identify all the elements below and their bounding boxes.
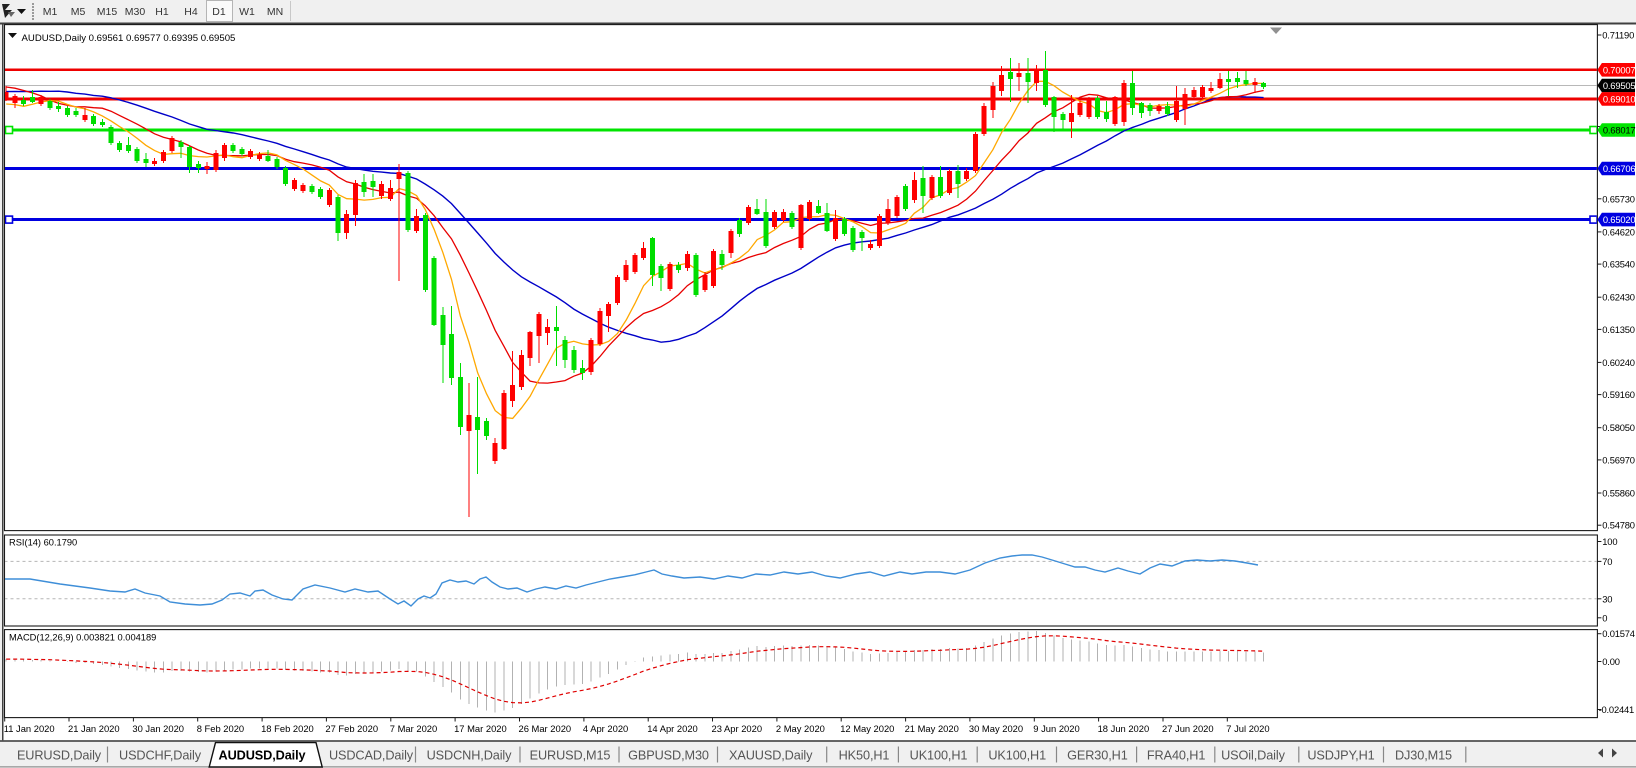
- svg-text:30 Jan 2020: 30 Jan 2020: [132, 723, 184, 734]
- svg-text:0.59160: 0.59160: [1602, 389, 1635, 400]
- svg-text:0.00: 0.00: [1602, 656, 1619, 667]
- svg-text:0.60240: 0.60240: [1602, 357, 1635, 368]
- svg-text:GER30,H1: GER30,H1: [1067, 749, 1128, 763]
- svg-text:AUDUSD,Daily 0.69561 0.69577: AUDUSD,Daily 0.69561 0.69577 0.69395 0.6…: [22, 33, 236, 44]
- svg-text:GBPUSD,M30: GBPUSD,M30: [628, 749, 709, 763]
- svg-text:21 May 2020: 21 May 2020: [905, 723, 959, 734]
- svg-text:7 Mar 2020: 7 Mar 2020: [390, 723, 437, 734]
- svg-text:W1: W1: [239, 6, 255, 18]
- svg-text:9 Jun 2020: 9 Jun 2020: [1033, 723, 1079, 734]
- svg-text:USDCNH,Daily: USDCNH,Daily: [427, 749, 513, 763]
- svg-text:4 Apr 2020: 4 Apr 2020: [583, 723, 628, 734]
- svg-text:MN: MN: [267, 6, 283, 18]
- svg-text:0.54780: 0.54780: [1602, 520, 1635, 531]
- svg-text:23 Apr 2020: 23 Apr 2020: [712, 723, 763, 734]
- svg-text:FRA40,H1: FRA40,H1: [1147, 749, 1205, 763]
- svg-text:27 Jun 2020: 27 Jun 2020: [1162, 723, 1214, 734]
- svg-text:2 May 2020: 2 May 2020: [776, 723, 825, 734]
- svg-text:17 Mar 2020: 17 Mar 2020: [454, 723, 507, 734]
- svg-text:0.01574: 0.01574: [1602, 628, 1635, 639]
- svg-text:H4: H4: [184, 6, 198, 18]
- svg-text:7 Jul 2020: 7 Jul 2020: [1226, 723, 1269, 734]
- svg-text:0.64620: 0.64620: [1602, 226, 1635, 237]
- svg-text:EURUSD,Daily: EURUSD,Daily: [17, 749, 102, 763]
- svg-text:XAUUSD,Daily: XAUUSD,Daily: [729, 749, 813, 763]
- svg-text:USDCHF,Daily: USDCHF,Daily: [119, 749, 202, 763]
- svg-text:UK100,H1: UK100,H1: [910, 749, 968, 763]
- svg-text:USDJPY,H1: USDJPY,H1: [1307, 749, 1374, 763]
- svg-text:0.65730: 0.65730: [1602, 193, 1635, 204]
- svg-text:0.56970: 0.56970: [1602, 454, 1635, 465]
- svg-text:MACD(12,26,9) 0.003821 0.00418: MACD(12,26,9) 0.003821 0.004189: [9, 633, 156, 643]
- svg-text:DJ30,M15: DJ30,M15: [1395, 749, 1452, 763]
- svg-text:M30: M30: [125, 6, 146, 18]
- svg-text:USOil,Daily: USOil,Daily: [1221, 749, 1286, 763]
- svg-text:11 Jan 2020: 11 Jan 2020: [4, 723, 55, 734]
- svg-text:0: 0: [1602, 612, 1607, 623]
- svg-text:RSI(14) 60.1790: RSI(14) 60.1790: [9, 538, 77, 548]
- svg-text:26 Mar 2020: 26 Mar 2020: [519, 723, 572, 734]
- svg-text:0.65020: 0.65020: [1603, 214, 1636, 225]
- svg-text:USDCAD,Daily: USDCAD,Daily: [329, 749, 414, 763]
- svg-text:0.55860: 0.55860: [1602, 488, 1635, 499]
- svg-text:0.70007: 0.70007: [1603, 64, 1636, 75]
- svg-text:0.68017: 0.68017: [1603, 125, 1636, 136]
- svg-text:0.58050: 0.58050: [1602, 422, 1635, 433]
- svg-text:18 Feb 2020: 18 Feb 2020: [261, 723, 314, 734]
- svg-text:D1: D1: [212, 6, 226, 18]
- svg-text:0.69010: 0.69010: [1603, 93, 1636, 104]
- svg-text:0.69505: 0.69505: [1603, 80, 1636, 91]
- svg-text:UK100,H1: UK100,H1: [988, 749, 1046, 763]
- svg-text:0.63540: 0.63540: [1602, 259, 1635, 270]
- svg-text:8 Feb 2020: 8 Feb 2020: [197, 723, 244, 734]
- svg-text:M1: M1: [43, 6, 58, 18]
- svg-text:30 May 2020: 30 May 2020: [969, 723, 1023, 734]
- svg-text:100: 100: [1602, 536, 1617, 547]
- svg-text:27 Feb 2020: 27 Feb 2020: [325, 723, 378, 734]
- svg-text:70: 70: [1602, 556, 1612, 567]
- svg-text:0.61350: 0.61350: [1602, 324, 1635, 335]
- svg-text:HK50,H1: HK50,H1: [839, 749, 890, 763]
- svg-text:0.66706: 0.66706: [1603, 163, 1636, 174]
- svg-text:14 Apr 2020: 14 Apr 2020: [647, 723, 698, 734]
- svg-text:-0.02441: -0.02441: [1599, 704, 1634, 715]
- svg-text:0.62430: 0.62430: [1602, 292, 1635, 303]
- svg-text:AUDUSD,Daily: AUDUSD,Daily: [219, 749, 306, 763]
- svg-text:30: 30: [1602, 593, 1612, 604]
- svg-text:M5: M5: [71, 6, 86, 18]
- svg-text:18 Jun 2020: 18 Jun 2020: [1098, 723, 1150, 734]
- svg-text:EURUSD,M15: EURUSD,M15: [530, 749, 611, 763]
- svg-text:H1: H1: [155, 6, 169, 18]
- svg-text:21 Jan 2020: 21 Jan 2020: [68, 723, 120, 734]
- svg-text:0.71190: 0.71190: [1602, 30, 1634, 41]
- svg-text:12 May 2020: 12 May 2020: [840, 723, 894, 734]
- svg-text:M15: M15: [97, 6, 118, 18]
